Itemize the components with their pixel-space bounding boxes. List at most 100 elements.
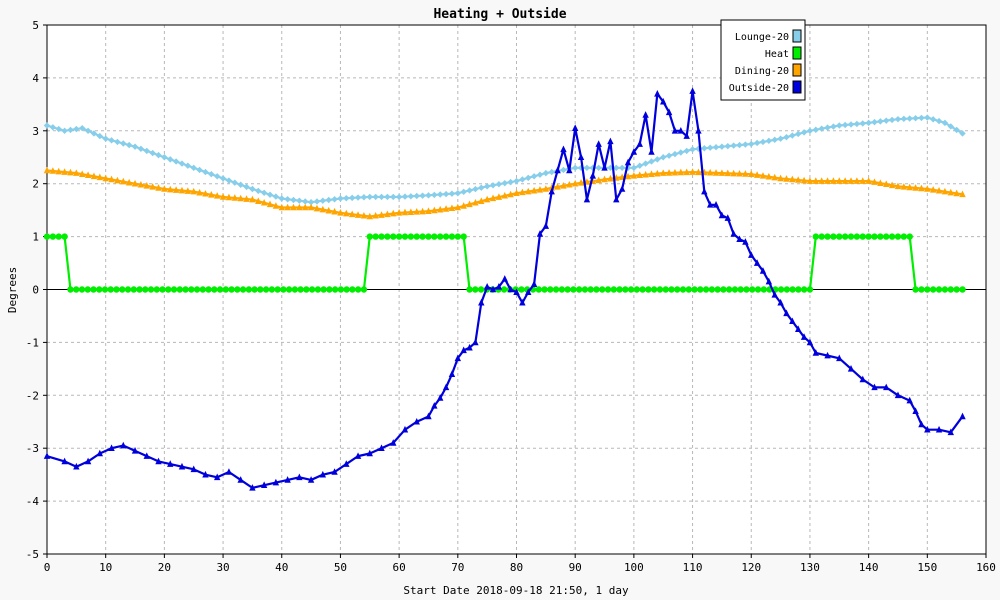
data-point xyxy=(771,173,778,181)
data-point xyxy=(668,286,675,293)
data-point xyxy=(806,177,814,184)
data-point xyxy=(249,195,256,203)
data-point xyxy=(425,192,432,199)
data-point xyxy=(836,233,843,240)
data-point xyxy=(478,298,485,306)
data-point xyxy=(941,187,949,195)
data-point xyxy=(636,162,643,169)
data-point xyxy=(495,193,503,200)
data-point xyxy=(877,233,884,240)
data-point xyxy=(313,204,321,212)
data-point xyxy=(595,176,602,184)
x-tick-label: 80 xyxy=(510,561,523,574)
data-point xyxy=(695,168,702,176)
data-point xyxy=(795,176,802,183)
data-point xyxy=(102,135,109,142)
data-point xyxy=(501,179,508,187)
data-point xyxy=(190,164,197,172)
legend-label: Heat xyxy=(765,49,789,60)
data-point xyxy=(789,286,796,293)
data-point xyxy=(947,123,954,130)
data-point xyxy=(731,286,739,293)
data-point xyxy=(384,233,391,240)
data-point xyxy=(245,286,253,293)
x-tick-label: 20 xyxy=(158,561,171,574)
data-point xyxy=(460,202,467,209)
data-point xyxy=(124,286,132,293)
data-point xyxy=(575,286,583,293)
data-point xyxy=(419,207,426,215)
data-point xyxy=(249,185,256,193)
data-point xyxy=(354,211,362,218)
data-point xyxy=(941,286,949,293)
data-point xyxy=(564,286,571,293)
data-point xyxy=(208,191,215,198)
y-tick-label: -4 xyxy=(26,495,40,508)
data-point xyxy=(153,286,160,293)
data-point xyxy=(149,149,156,157)
data-point xyxy=(601,175,608,183)
data-point xyxy=(251,286,258,293)
data-point xyxy=(257,286,264,293)
x-tick-label: 40 xyxy=(275,561,288,574)
data-point xyxy=(783,133,790,141)
data-point xyxy=(360,194,368,201)
data-point xyxy=(906,396,913,404)
data-point xyxy=(947,188,954,196)
data-point xyxy=(630,148,638,155)
data-point xyxy=(431,191,438,199)
y-tick-label: -3 xyxy=(26,442,39,455)
data-point xyxy=(472,286,479,293)
data-point xyxy=(219,193,227,200)
y-tick-label: 1 xyxy=(32,231,39,244)
data-point xyxy=(589,171,596,179)
data-point xyxy=(595,140,602,147)
data-point xyxy=(894,233,902,240)
data-point xyxy=(865,119,872,127)
data-point xyxy=(61,168,68,175)
data-point xyxy=(894,115,902,123)
data-point xyxy=(607,137,614,145)
data-point xyxy=(489,285,497,293)
data-point xyxy=(125,178,133,186)
data-point xyxy=(812,126,820,133)
data-point xyxy=(665,169,673,176)
data-point xyxy=(61,233,68,240)
data-point xyxy=(222,286,230,293)
data-point xyxy=(541,286,548,293)
data-point xyxy=(841,121,849,129)
data-point xyxy=(55,167,62,175)
data-point xyxy=(84,171,92,179)
data-point xyxy=(159,286,166,293)
data-point xyxy=(431,206,438,214)
data-point xyxy=(830,233,837,240)
data-point xyxy=(184,162,192,169)
data-point xyxy=(225,193,233,201)
x-tick-label: 120 xyxy=(741,561,761,574)
data-point xyxy=(167,460,174,467)
data-point xyxy=(136,286,143,293)
data-point xyxy=(49,233,57,240)
data-point xyxy=(325,196,332,204)
y-tick-label: 3 xyxy=(32,125,39,138)
data-point xyxy=(513,288,520,295)
data-point xyxy=(736,169,743,177)
data-point xyxy=(536,171,544,178)
data-point xyxy=(630,171,638,179)
data-point xyxy=(395,193,403,201)
data-point xyxy=(918,114,925,122)
data-point xyxy=(554,183,561,190)
x-tick-label: 140 xyxy=(859,561,879,574)
data-point xyxy=(343,460,350,467)
data-point xyxy=(830,177,837,184)
data-point xyxy=(900,183,908,190)
data-point xyxy=(689,87,696,94)
data-point xyxy=(806,127,814,134)
data-point xyxy=(783,309,790,317)
legend-label: Dining-20 xyxy=(735,66,789,77)
y-tick-label: -2 xyxy=(26,389,39,402)
legend-swatch xyxy=(792,46,802,60)
data-point xyxy=(131,179,139,187)
data-point xyxy=(231,179,238,186)
data-point xyxy=(712,143,720,151)
